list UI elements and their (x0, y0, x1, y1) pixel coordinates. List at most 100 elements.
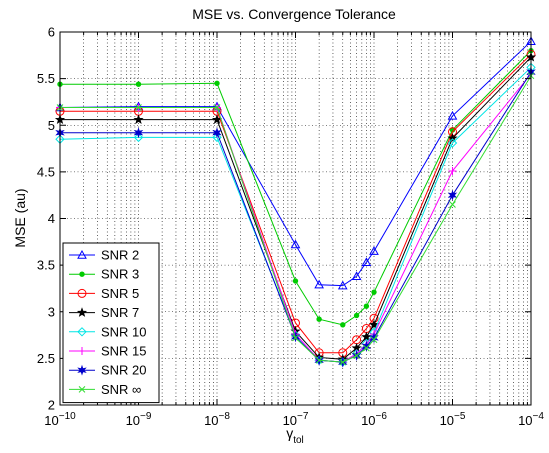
marker-x (339, 358, 347, 366)
marker-dot (353, 312, 360, 319)
x-tick-label-exponent: −6 (376, 411, 388, 422)
marker-dot (363, 303, 370, 309)
data-point (292, 334, 299, 342)
y-tick-labels: 2 2.5 3 3.5 4 4.5 5 5.5 6 (37, 25, 55, 413)
data-point (363, 303, 370, 309)
data-point (447, 138, 458, 148)
x-tick-label-exponent: −4 (533, 411, 545, 422)
marker-dot (214, 80, 220, 86)
y-axis-label: MSE (au) (12, 188, 28, 247)
x-tick-label-base: 10 (283, 413, 297, 428)
legend-label: SNR ∞ (101, 382, 141, 397)
x-tick-label-exponent: −8 (219, 411, 231, 422)
legend-label: SNR 10 (101, 324, 147, 339)
data-point (315, 356, 323, 364)
x-axis-label-sub: tol (293, 435, 304, 446)
data-point (212, 127, 222, 139)
chart-title: MSE vs. Convergence Tolerance (192, 6, 396, 22)
marker-star (447, 132, 458, 143)
data-point (133, 132, 144, 143)
marker-circle (77, 288, 87, 298)
x-tick-label: 10−8 (204, 411, 230, 428)
x-tick-label: 10−9 (126, 411, 152, 428)
y-tick-label: 4 (48, 211, 55, 226)
series-line (59, 40, 532, 287)
marker-x (370, 336, 378, 344)
data-point (339, 358, 347, 366)
x-tick-label-exponent: −9 (140, 411, 152, 422)
data-point (212, 132, 222, 143)
marker-x (292, 334, 299, 342)
marker-triangle (351, 271, 362, 281)
legend-entry: SNR 3 (69, 267, 139, 282)
x-tick-label: 10−4 (518, 411, 544, 428)
marker-dot (340, 322, 346, 328)
marker-triangle (447, 110, 458, 120)
series-3 (55, 49, 536, 358)
legend-entry: SNR 2 (69, 248, 139, 263)
marker-plus (448, 166, 457, 175)
y-tick-label: 2 (48, 398, 55, 413)
marker-x (315, 356, 323, 364)
x-tick-label-base: 10 (126, 413, 140, 428)
legend-label: SNR 3 (101, 267, 139, 282)
series-2 (57, 47, 534, 328)
marker-triangle (369, 246, 379, 255)
marker-star (447, 189, 458, 201)
x-axis-label: γtol (286, 425, 304, 446)
marker-diamond (447, 138, 458, 148)
marker-x (213, 104, 221, 111)
marker-diamond (133, 132, 144, 143)
marker-dot (79, 271, 85, 277)
marker-diamond (212, 132, 222, 143)
marker-star (133, 127, 144, 139)
data-point (340, 322, 346, 328)
data-point (353, 312, 360, 319)
x-tick-label: 10−7 (283, 411, 309, 428)
marker-dot (371, 289, 377, 295)
x-tick-label-exponent: −10 (59, 411, 76, 422)
legend-entry: SNR 15 (69, 344, 147, 359)
marker-diamond (77, 327, 87, 337)
marker-dot (135, 81, 142, 87)
marker-plus (78, 347, 86, 355)
data-point (135, 81, 142, 87)
y-tick-label: 5 (48, 118, 55, 133)
legend-entry: SNR 20 (69, 363, 147, 378)
data-point (213, 104, 221, 111)
y-tick-label: 5.5 (37, 71, 55, 86)
legend-entry: SNR 7 (69, 305, 139, 320)
marker-triangle (337, 280, 348, 290)
legend-label: SNR 2 (101, 248, 139, 263)
marker-x (363, 344, 370, 352)
legend-entry: SNR 5 (69, 286, 139, 301)
data-point (369, 246, 379, 255)
marker-triangle (314, 279, 324, 289)
marker-triangle (77, 249, 87, 259)
marker-x (353, 352, 360, 359)
legend-label: SNR 7 (101, 305, 139, 320)
legend-label: SNR 5 (101, 286, 139, 301)
data-point (448, 166, 457, 175)
y-tick-label: 3.5 (37, 258, 55, 273)
x-tick-labels: 10−10 10−9 10−8 10−7 10−6 10−5 10−4 (44, 411, 544, 428)
data-point (214, 80, 220, 86)
data-point (447, 189, 458, 201)
marker-star (77, 364, 87, 376)
x-tick-label-base: 10 (361, 413, 375, 428)
y-tick-label: 2.5 (37, 351, 55, 366)
y-tick-label: 6 (48, 25, 55, 40)
legend: SNR 2 SNR 3 SNR 5 SNR 7 SNR 10 SNR 15 SNR 20 SN… (62, 242, 160, 404)
data-point (314, 279, 324, 289)
x-tick-label-base: 10 (440, 413, 454, 428)
marker-x (449, 201, 456, 208)
data-point (363, 344, 370, 352)
data-point (292, 278, 299, 284)
marker-star (369, 332, 379, 344)
x-tick-label-base: 10 (518, 413, 532, 428)
data-point (371, 289, 377, 295)
data-point (290, 239, 301, 249)
data-point (449, 201, 456, 208)
marker-dot (292, 278, 299, 284)
